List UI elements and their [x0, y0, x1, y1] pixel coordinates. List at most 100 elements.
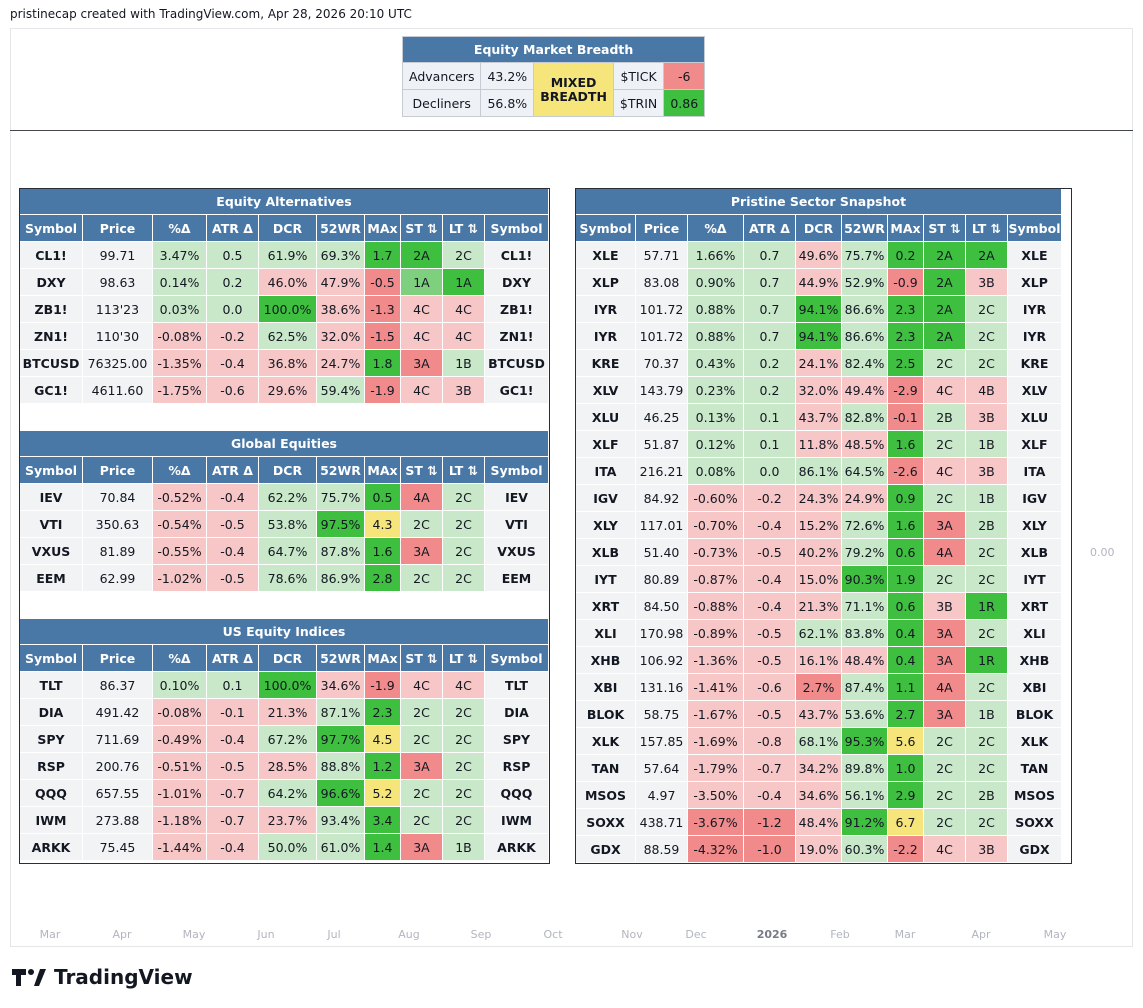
table-cell: 1.4 [364, 833, 401, 861]
table-cell: XLV [575, 376, 636, 404]
table-cell: -0.6 [206, 376, 259, 404]
table-cell: 2A [923, 322, 966, 350]
table-cell: -0.55% [152, 537, 207, 565]
table-cell: KRE [1007, 349, 1062, 377]
table-cell: 28.5% [258, 752, 317, 780]
table-cell: 78.6% [258, 564, 317, 592]
table-cell: 97.5% [316, 510, 365, 538]
column-header: DCR [258, 456, 317, 484]
table-cell: 1B [965, 700, 1008, 728]
table-row: TAN 57.64 -1.79% -0.7 34.2% 89.8% 1.0 2C 2C TAN [575, 754, 1062, 782]
table-cell: 96.6% [316, 779, 365, 807]
table-spacer [19, 403, 549, 431]
table-cell: TLT [19, 671, 83, 699]
table-cell: -0.87% [687, 565, 744, 593]
table-cell: 3A [923, 619, 966, 647]
table-cell: GC1! [484, 376, 549, 404]
table-cell: 2C [400, 725, 443, 753]
table-cell: QQQ [484, 779, 549, 807]
table-row: XLE 57.71 1.66% 0.7 49.6% 75.7% 0.2 2A 2A XLE [575, 241, 1062, 269]
table-cell: ITA [575, 457, 636, 485]
table-cell: -0.7 [206, 779, 259, 807]
table-cell: IYR [575, 322, 636, 350]
column-header: %Δ [152, 214, 207, 242]
table-cell: 69.3% [316, 241, 365, 269]
table-cell: 1.6 [364, 537, 401, 565]
column-header: ST ⇅ [400, 644, 443, 672]
table-cell: -0.4 [743, 592, 796, 620]
table-cell: 3A [923, 511, 966, 539]
table-cell: -1.9 [364, 376, 401, 404]
tradingview-logo[interactable]: TradingView [12, 965, 193, 989]
table-cell: 84.50 [635, 592, 688, 620]
table-cell: 2C [923, 349, 966, 377]
table-cell: 64.5% [841, 457, 888, 485]
table-row: IGV 84.92 -0.60% -0.2 24.3% 24.9% 0.9 2C 1B IGV [575, 484, 1062, 512]
table-cell: XBI [575, 673, 636, 701]
table-cell: 70.84 [82, 483, 153, 511]
table-cell: XBI [1007, 673, 1062, 701]
table-cell: -0.5 [743, 700, 796, 728]
table-cell: 72.6% [841, 511, 888, 539]
table-cell: 2A [923, 268, 966, 296]
table-cell: ARKK [19, 833, 83, 861]
trin-label: $TRIN [612, 89, 665, 117]
table-cell: 48.5% [841, 430, 888, 458]
table-cell: 49.4% [841, 376, 888, 404]
table-cell: 59.4% [316, 376, 365, 404]
table-cell: BLOK [1007, 700, 1062, 728]
table-cell: 4C [442, 671, 485, 699]
column-header: ATR Δ [206, 456, 259, 484]
horizontal-line[interactable] [10, 130, 1133, 131]
table-cell: 51.87 [635, 430, 688, 458]
table-cell: 1A [400, 268, 443, 296]
column-header: MAx [364, 214, 401, 242]
table-cell: 81.89 [82, 537, 153, 565]
table-cell: GC1! [19, 376, 83, 404]
table-cell: 2B [965, 781, 1008, 809]
table-cell: 3A [923, 700, 966, 728]
table-row: XLK 157.85 -1.69% -0.8 68.1% 95.3% 5.6 2C 2C XLK [575, 727, 1062, 755]
table-cell: 86.6% [841, 322, 888, 350]
table-cell: 4.3 [364, 510, 401, 538]
table-cell: 4C [400, 295, 443, 323]
table-cell: 3B [965, 835, 1008, 863]
table-cell: 0.90% [687, 268, 744, 296]
table-cell: -0.4 [206, 349, 259, 377]
table-cell: 60.3% [841, 835, 888, 863]
table-cell: 2C [923, 781, 966, 809]
table-cell: 110'30 [82, 322, 153, 350]
column-header: ATR Δ [206, 644, 259, 672]
table-cell: ARKK [484, 833, 549, 861]
table-cell: 2C [965, 619, 1008, 647]
table-cell: 1B [442, 833, 485, 861]
table-cell: ZB1! [19, 295, 83, 323]
table-cell: 0.6 [887, 592, 924, 620]
table-cell: 43.7% [795, 403, 842, 431]
table-row: XLU 46.25 0.13% 0.1 43.7% 82.8% -0.1 2B 3B XLU [575, 403, 1062, 431]
table-row: XLI 170.98 -0.89% -0.5 62.1% 83.8% 0.4 3A 2C XLI [575, 619, 1062, 647]
table-row: BTCUSD 76325.00 -1.35% -0.4 36.8% 24.7% 1.8 3A 1… [19, 349, 549, 377]
table-cell: 1.66% [687, 241, 744, 269]
table-title: Global Equities [19, 430, 549, 457]
table-cell: 94.1% [795, 295, 842, 323]
table-cell: -1.5 [364, 322, 401, 350]
table-cell: 3A [400, 833, 443, 861]
table-cell: SPY [19, 725, 83, 753]
column-header: ST ⇅ [400, 456, 443, 484]
column-header: MAx [364, 456, 401, 484]
table-cell: -0.9 [887, 268, 924, 296]
table-cell: 2C [923, 430, 966, 458]
table-cell: 3A [400, 752, 443, 780]
table-cell: -1.3 [364, 295, 401, 323]
table-cell: ZB1! [484, 295, 549, 323]
table-row: XLF 51.87 0.12% 0.1 11.8% 48.5% 1.6 2C 1B XLF [575, 430, 1062, 458]
brand-name: TradingView [54, 965, 193, 989]
table-cell: 57.71 [635, 241, 688, 269]
table-cell: 0.4 [887, 619, 924, 647]
table-cell: -1.44% [152, 833, 207, 861]
table-cell: 0.7 [743, 241, 796, 269]
table-cell: -0.70% [687, 511, 744, 539]
table-row: ITA 216.21 0.08% 0.0 86.1% 64.5% -2.6 4C 3B ITA [575, 457, 1062, 485]
table-cell: 83.08 [635, 268, 688, 296]
